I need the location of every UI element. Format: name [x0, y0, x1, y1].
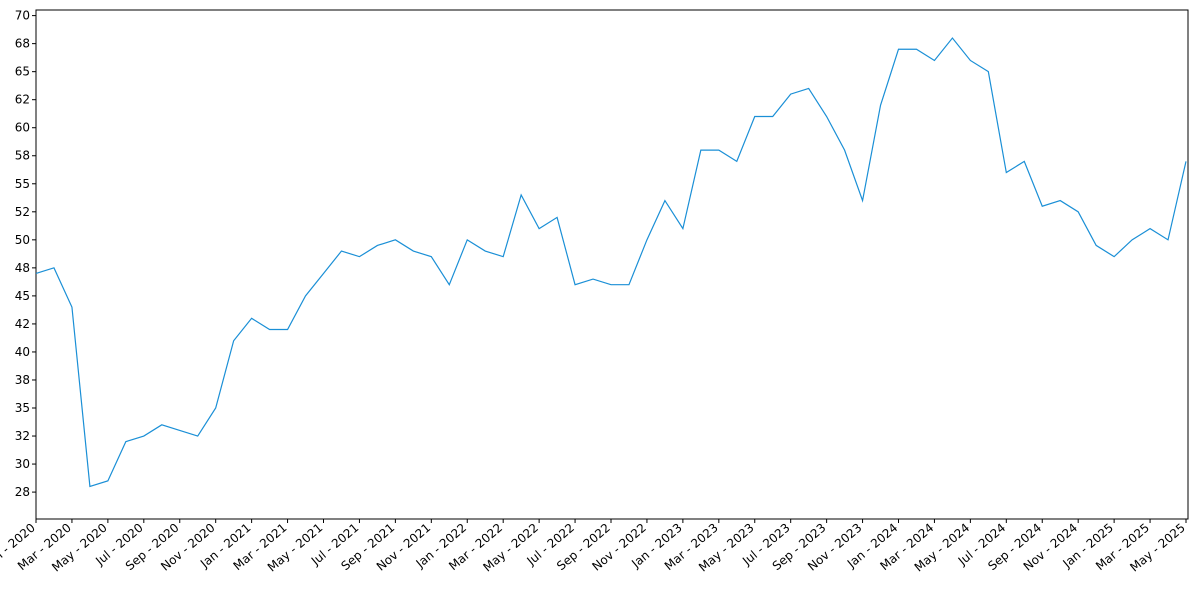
y-tick-label: 70: [15, 9, 30, 23]
y-tick-label: 65: [15, 65, 30, 79]
y-tick-label: 45: [15, 289, 30, 303]
y-tick-label: 58: [15, 149, 30, 163]
y-tick-label: 28: [15, 485, 30, 499]
y-tick-label: 48: [15, 261, 30, 275]
y-tick-label: 40: [15, 345, 30, 359]
y-tick-label: 60: [15, 121, 30, 135]
y-tick-label: 38: [15, 373, 30, 387]
plot-frame: [35, 9, 1189, 520]
y-tick-label: 50: [15, 233, 30, 247]
y-tick-label: 32: [15, 429, 30, 443]
y-tick-label: 35: [15, 401, 30, 415]
y-tick-label: 30: [15, 457, 30, 471]
price-line: [35, 37, 1187, 488]
y-tick-label: 55: [15, 177, 30, 191]
y-tick-label: 52: [15, 205, 30, 219]
y-tick-label: 68: [15, 37, 30, 51]
y-tick-label: 62: [15, 93, 30, 107]
y-tick-label: 42: [15, 317, 30, 331]
